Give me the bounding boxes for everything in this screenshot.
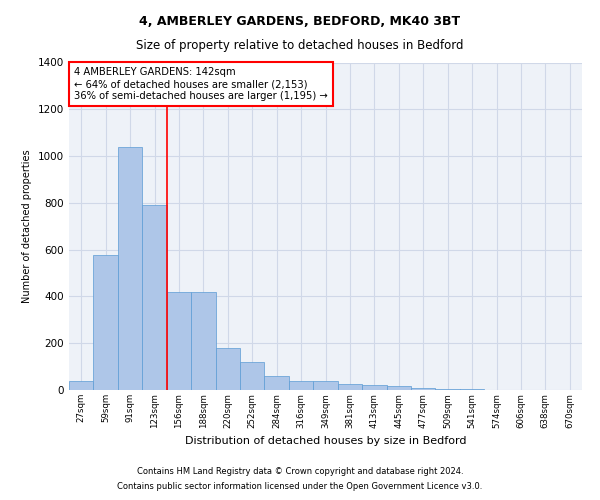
Bar (338, 384, 362, 390)
Bar (386, 386, 411, 390)
Text: Contains public sector information licensed under the Open Government Licence v3: Contains public sector information licen… (118, 482, 482, 491)
Bar (118, 146, 142, 390)
Bar (289, 380, 313, 390)
Y-axis label: Number of detached properties: Number of detached properties (22, 150, 32, 303)
Bar (240, 362, 265, 390)
Bar (69, 380, 94, 390)
Bar (94, 256, 118, 390)
Bar (142, 205, 167, 390)
X-axis label: Distribution of detached houses by size in Bedford: Distribution of detached houses by size … (185, 436, 466, 446)
Bar (362, 386, 386, 390)
Bar (411, 388, 436, 390)
Bar (191, 292, 215, 390)
Text: 4 AMBERLEY GARDENS: 142sqm
← 64% of detached houses are smaller (2,153)
36% of s: 4 AMBERLEY GARDENS: 142sqm ← 64% of deta… (74, 68, 328, 100)
Bar (313, 380, 338, 390)
Bar (436, 389, 460, 390)
Bar (265, 376, 289, 390)
Bar (167, 292, 191, 390)
Text: Size of property relative to detached houses in Bedford: Size of property relative to detached ho… (136, 39, 464, 52)
Text: 4, AMBERLEY GARDENS, BEDFORD, MK40 3BT: 4, AMBERLEY GARDENS, BEDFORD, MK40 3BT (139, 15, 461, 28)
Bar (215, 348, 240, 390)
Text: Contains HM Land Registry data © Crown copyright and database right 2024.: Contains HM Land Registry data © Crown c… (137, 467, 463, 476)
